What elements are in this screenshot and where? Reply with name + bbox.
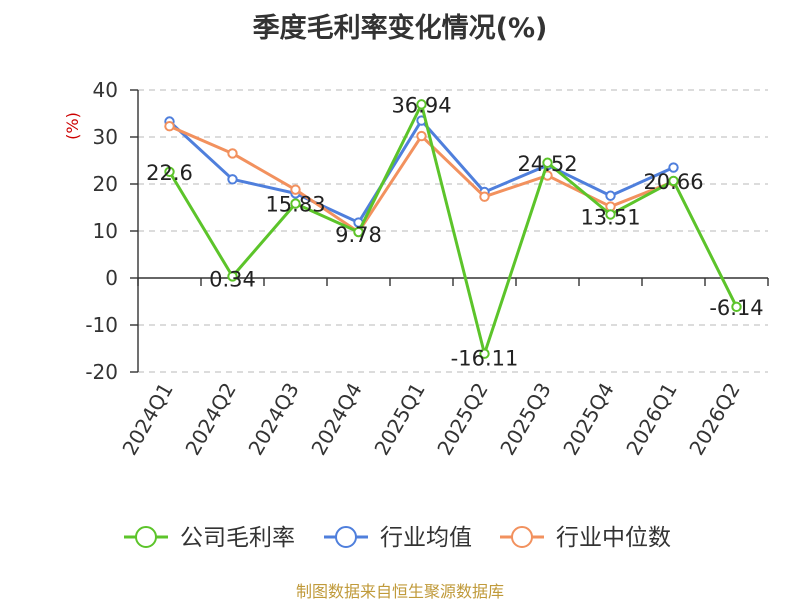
- data-point: [605, 209, 616, 220]
- legend-item-1: 行业均值: [324, 525, 472, 551]
- y-tick-label: -20: [85, 360, 118, 384]
- x-tick-label: 2025Q2: [432, 379, 492, 460]
- data-label: 13.51: [580, 206, 640, 230]
- data-point: [164, 166, 175, 177]
- y-tick-label: 0: [105, 266, 118, 290]
- x-tick-label: 2025Q1: [369, 379, 429, 460]
- legend-label: 行业中位数: [556, 525, 671, 551]
- data-point: [290, 198, 301, 209]
- legend-label: 行业均值: [380, 525, 472, 551]
- legend-marker: [335, 526, 357, 548]
- data-point: [668, 175, 679, 187]
- y-tick-label: 20: [93, 172, 118, 196]
- data-label: 24.52: [517, 152, 577, 176]
- series-line: [168, 102, 738, 356]
- legend: 公司毛利率 行业均值 行业中位数: [124, 525, 671, 551]
- x-tick-label: 2025Q4: [558, 379, 618, 460]
- axes: -20 -10 0 10 20 30 40 (%) 2024Q1 2024Q2 2024Q3 2024…: [63, 78, 769, 460]
- data-label: -6.14: [709, 296, 763, 320]
- x-tick-label: 2025Q3: [495, 379, 555, 460]
- legend-label: 公司毛利率: [180, 525, 295, 551]
- data-point: [542, 157, 553, 168]
- legend-item-2: 行业中位数: [500, 525, 671, 551]
- x-tick-label: 2024Q4: [306, 379, 366, 460]
- data-point: [227, 174, 238, 185]
- data-label: 36.94: [391, 93, 451, 117]
- chart-title: 季度毛利率变化情况(%): [252, 13, 548, 44]
- x-tick-label: 2026Q1: [621, 379, 681, 460]
- data-point: [290, 184, 301, 195]
- data-label: 15.83: [265, 193, 325, 217]
- data-point: [605, 190, 616, 201]
- grid-lines: [138, 89, 768, 373]
- data-label: 0.34: [209, 267, 256, 291]
- data-point: [227, 148, 238, 159]
- x-tick-label: 2024Q2: [180, 379, 240, 460]
- y-tick-label: 40: [93, 78, 118, 102]
- data-point: [416, 99, 427, 110]
- data-point: [668, 162, 679, 173]
- x-tick-label: 2024Q3: [243, 379, 303, 460]
- legend-item-0: 公司毛利率: [124, 525, 295, 551]
- y-tick-label: 30: [93, 125, 118, 149]
- data-labels: 22.6 0.34 15.83 9.78 36.94 -16.11 24.52 13.5120…: [146, 93, 764, 370]
- y-tick-label: 10: [93, 219, 118, 243]
- data-point: [164, 120, 175, 132]
- series-lines: [164, 99, 742, 359]
- y-tick-label: -10: [85, 313, 118, 337]
- data-label: -16.11: [451, 347, 519, 371]
- data-label: 22.6: [146, 161, 193, 185]
- data-label: 9.78: [335, 223, 382, 247]
- data-point: [479, 191, 490, 202]
- y-axis-label: (%): [63, 112, 82, 140]
- x-tick-label: 2024Q1: [117, 379, 177, 460]
- data-point: [731, 301, 742, 313]
- x-tick-label: 2026Q2: [684, 379, 744, 460]
- line-chart: -20 -10 0 10 20 30 40 (%) 2024Q1 2024Q2 2024Q3 2024…: [63, 78, 769, 551]
- data-point: [227, 271, 238, 282]
- data-point: [353, 226, 364, 238]
- data-label: 20.66: [643, 170, 703, 194]
- data-source-note: 制图数据来自恒生聚源数据库: [295, 582, 504, 601]
- data-point: [416, 130, 427, 142]
- series-0: [164, 99, 742, 359]
- data-point: [479, 348, 490, 359]
- legend-marker: [135, 526, 157, 548]
- legend-marker: [511, 526, 533, 548]
